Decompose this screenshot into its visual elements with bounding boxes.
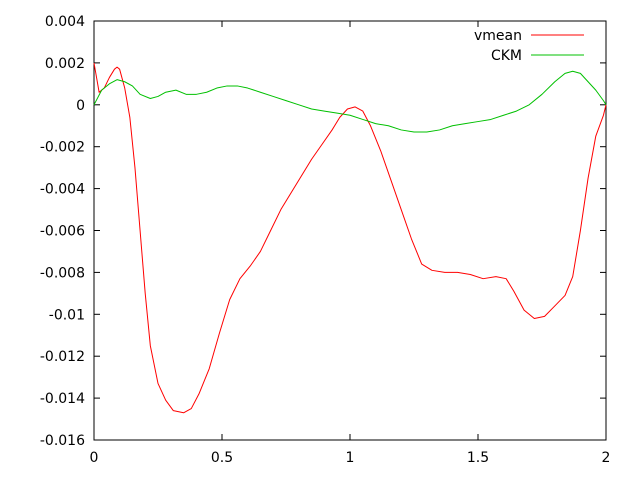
x-tick-label: 1.5 (467, 450, 489, 466)
x-tick-label: 1 (346, 450, 355, 466)
y-tick-label: -0.006 (40, 224, 85, 240)
legend-label: vmean (474, 28, 522, 44)
legend-label: CKM (491, 48, 522, 64)
x-tick-label: 0 (90, 450, 99, 466)
y-axis-ticks: 0.004 0.002 0 -0.002 -0.004 -0.006 -0.008 -0.01… (40, 14, 606, 449)
y-tick-label: -0.012 (40, 349, 85, 365)
x-axis-ticks: 0 0.5 1 1.5 2 (90, 21, 611, 466)
x-tick-label: 2 (602, 450, 611, 466)
series-layer (93, 62, 607, 414)
series-line-vmean (93, 62, 607, 414)
y-tick-label: -0.002 (40, 140, 85, 156)
y-tick-label: -0.014 (40, 391, 85, 407)
y-tick-label: -0.004 (40, 182, 85, 198)
series-line-ckm (93, 70, 607, 133)
y-tick-label: -0.01 (49, 307, 85, 323)
y-tick-label: 0 (76, 98, 85, 114)
y-tick-label: -0.016 (40, 433, 85, 449)
y-tick-label: 0.002 (45, 56, 85, 72)
y-tick-label: -0.008 (40, 265, 85, 281)
legend: vmean CKM (474, 28, 584, 64)
y-tick-label: 0.004 (45, 14, 85, 30)
x-tick-label: 0.5 (211, 450, 233, 466)
plot-frame (93, 20, 607, 441)
